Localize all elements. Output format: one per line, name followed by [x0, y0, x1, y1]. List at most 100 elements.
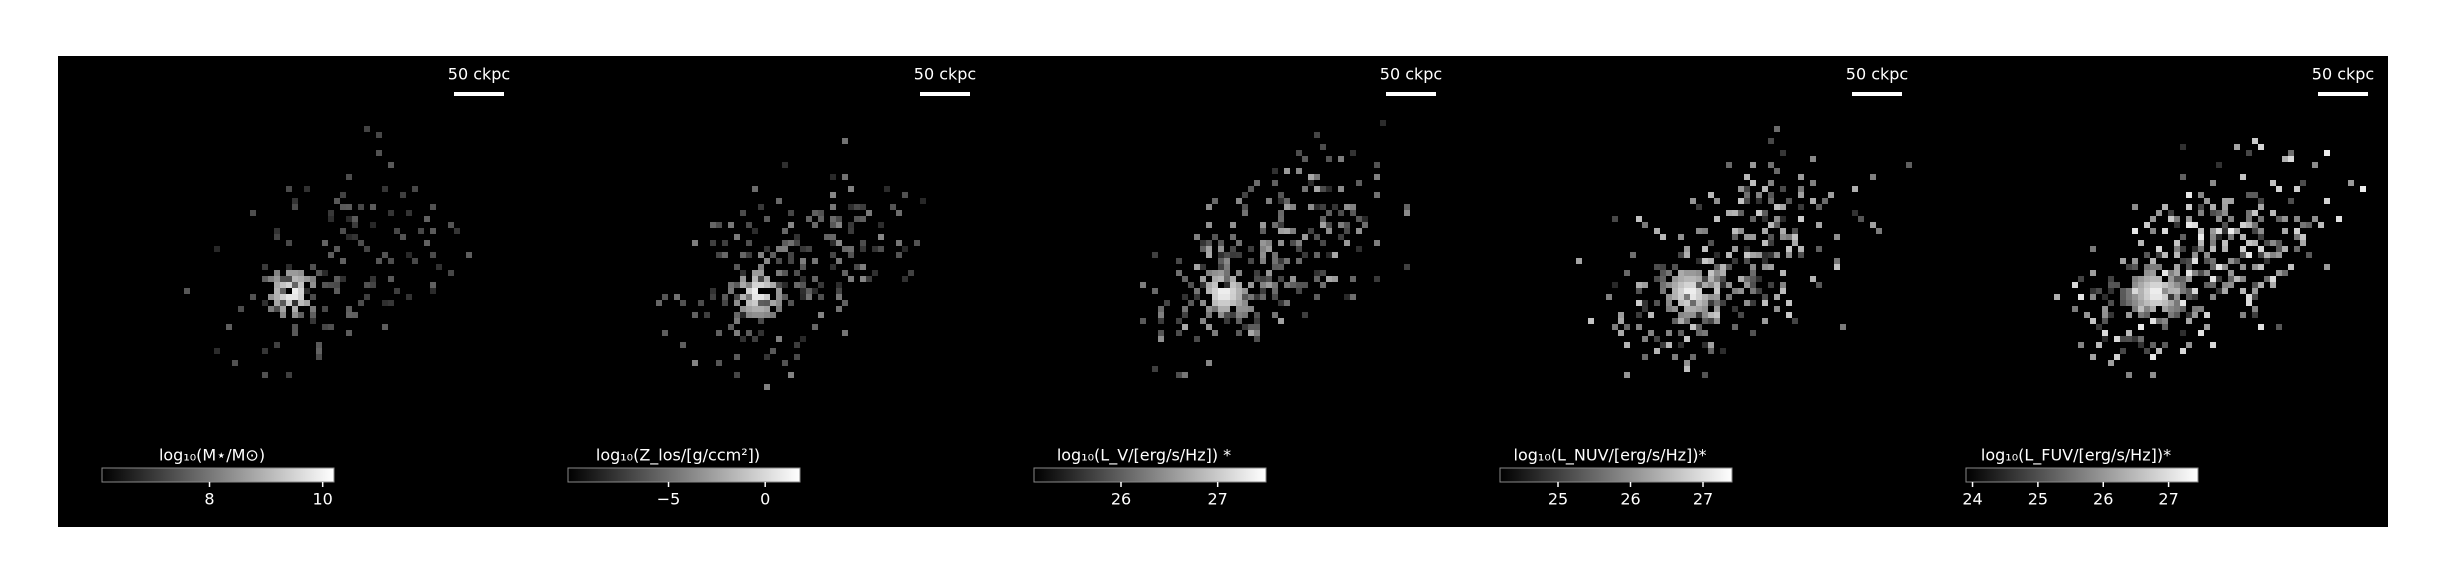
pixel — [1236, 282, 1242, 288]
pixel — [1290, 228, 1296, 234]
pixel — [1696, 324, 1702, 330]
pixel — [2084, 312, 2090, 318]
pixel — [316, 270, 322, 276]
pixel — [1272, 282, 1278, 288]
pixel — [2144, 312, 2150, 318]
pixel — [1182, 306, 1188, 312]
pixel — [1672, 288, 1678, 294]
pixel — [848, 246, 854, 252]
pixel — [1254, 276, 1260, 282]
pixel — [1248, 258, 1254, 264]
pixel — [1314, 276, 1320, 282]
pixel — [1690, 276, 1696, 282]
pixel — [1702, 246, 1708, 252]
pixel — [1272, 312, 1278, 318]
pixel — [2246, 210, 2252, 216]
pixel — [2246, 222, 2252, 228]
pixel — [2168, 270, 2174, 276]
pixel — [1750, 252, 1756, 258]
pixel — [902, 246, 908, 252]
pixel — [1678, 270, 1684, 276]
pixel — [752, 300, 758, 306]
pixel — [1798, 252, 1804, 258]
pixel — [2222, 198, 2228, 204]
pixel — [292, 324, 298, 330]
pixel — [2174, 282, 2180, 288]
pixel — [698, 300, 704, 306]
pixel — [764, 312, 770, 318]
pixel — [292, 294, 298, 300]
pixel — [758, 264, 764, 270]
pixel — [2168, 288, 2174, 294]
pixel — [1762, 228, 1768, 234]
pixel — [262, 264, 268, 270]
pixel — [2138, 312, 2144, 318]
pixel — [274, 342, 280, 348]
pixel — [1786, 198, 1792, 204]
pixel — [2312, 216, 2318, 222]
pixel — [728, 288, 734, 294]
pixel — [848, 252, 854, 258]
pixel — [1684, 288, 1690, 294]
pixel — [1720, 270, 1726, 276]
pixel — [2240, 174, 2246, 180]
pixel — [1810, 198, 1816, 204]
pixel — [1200, 240, 1206, 246]
pixel — [2294, 186, 2300, 192]
pixel — [2156, 318, 2162, 324]
pixel — [1744, 282, 1750, 288]
pixel — [818, 216, 824, 222]
pixel — [1266, 240, 1272, 246]
pixel — [346, 216, 352, 222]
pixel — [2198, 204, 2204, 210]
pixel — [2186, 294, 2192, 300]
pixel — [866, 276, 872, 282]
pixel — [2276, 240, 2282, 246]
pixel — [860, 276, 866, 282]
pixel — [2192, 312, 2198, 318]
pixel — [1236, 240, 1242, 246]
pixel — [1798, 174, 1804, 180]
pixel — [1678, 318, 1684, 324]
pixel — [1248, 186, 1254, 192]
pixel — [322, 270, 328, 276]
pixel — [1618, 330, 1624, 336]
pixel — [740, 282, 746, 288]
pixel — [250, 294, 256, 300]
pixel — [2186, 276, 2192, 282]
pixel — [2156, 252, 2162, 258]
pixel — [1338, 210, 1344, 216]
pixel — [1284, 198, 1290, 204]
pixel — [394, 288, 400, 294]
pixel — [1792, 228, 1798, 234]
pixel — [2198, 210, 2204, 216]
pixel — [1230, 234, 1236, 240]
pixel — [1744, 234, 1750, 240]
pixel — [1672, 276, 1678, 282]
pixel — [298, 294, 304, 300]
pixel — [1756, 198, 1762, 204]
pixel — [2144, 306, 2150, 312]
pixel — [2204, 198, 2210, 204]
pixel — [1792, 240, 1798, 246]
pixel — [2132, 300, 2138, 306]
pixel — [2126, 336, 2132, 342]
pixel — [776, 282, 782, 288]
pixel — [1248, 246, 1254, 252]
pixel — [2252, 294, 2258, 300]
pixel — [1260, 252, 1266, 258]
pixel — [728, 222, 734, 228]
pixel — [1720, 282, 1726, 288]
pixel — [2228, 228, 2234, 234]
pixel — [2228, 216, 2234, 222]
pixel — [1326, 252, 1332, 258]
pixel — [310, 306, 316, 312]
pixel — [1690, 300, 1696, 306]
pixel — [2150, 294, 2156, 300]
pixel — [2252, 264, 2258, 270]
pixel — [1702, 228, 1708, 234]
pixel — [1762, 300, 1768, 306]
pixel — [1158, 312, 1164, 318]
pixel — [298, 270, 304, 276]
pixel — [2276, 216, 2282, 222]
